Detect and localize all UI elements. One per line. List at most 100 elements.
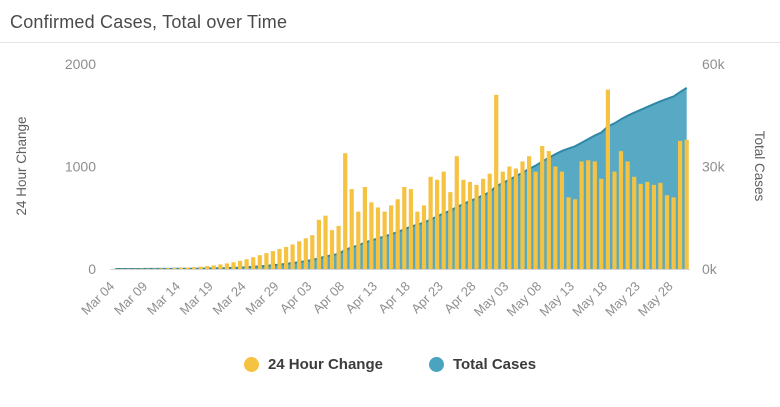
- bar-24-hour-change: [651, 184, 656, 269]
- bar-24-hour-change: [645, 181, 650, 269]
- bar-24-hour-change: [336, 225, 341, 269]
- bar-24-hour-change: [146, 268, 151, 270]
- bar-24-hour-change: [553, 166, 558, 269]
- bar-24-hour-change: [316, 219, 321, 269]
- legend-label-24-hour-change: 24 Hour Change: [267, 356, 383, 373]
- bar-24-hour-change: [349, 189, 354, 270]
- left-axis-tick-label: 2000: [65, 56, 96, 72]
- bar-24-hour-change: [159, 268, 164, 269]
- bar-24-hour-change: [612, 171, 617, 269]
- bar-24-hour-change: [507, 166, 512, 269]
- bar-24-hour-change: [303, 238, 308, 270]
- bar-24-hour-change: [599, 178, 604, 269]
- left-axis-title: 24 Hour Change: [14, 116, 29, 215]
- bar-24-hour-change: [467, 181, 473, 269]
- x-axis-tick-label: Mar 09: [111, 279, 150, 318]
- bar-24-hour-change: [421, 205, 427, 269]
- area-total-cases-line: [115, 86, 688, 270]
- bar-24-hour-change: [244, 259, 249, 269]
- bar-24-hour-change: [533, 171, 538, 269]
- legend-dot-total-cases-icon: [428, 357, 444, 372]
- bar-24-hour-change: [454, 156, 459, 269]
- bar-24-hour-change: [441, 171, 446, 269]
- bar-24-hour-change: [231, 262, 236, 269]
- chart-title: Confirmed Cases, Total over Time: [10, 12, 288, 32]
- bar-24-hour-change: [132, 268, 138, 270]
- bar-24-hour-change: [586, 160, 591, 269]
- bar-24-hour-change: [638, 183, 643, 269]
- bar-24-hour-change: [461, 179, 466, 269]
- bar-24-hour-change: [172, 268, 177, 269]
- x-axis-tick-label: Mar 29: [242, 279, 281, 318]
- bar-24-hour-change: [251, 257, 256, 269]
- x-axis-tick-label: Apr 18: [375, 279, 413, 317]
- left-axis-tick-label: 0: [88, 261, 96, 277]
- x-axis-tick-label: Mar 04: [78, 279, 117, 318]
- bar-24-hour-change: [448, 192, 453, 269]
- bar-24-hour-change: [238, 260, 243, 269]
- bar-24-hour-change: [579, 161, 584, 269]
- bar-24-hour-change: [513, 168, 518, 269]
- right-axis-tick-label: 30k: [702, 159, 726, 175]
- x-axis-tick-label: May 28: [635, 279, 676, 320]
- bar-24-hour-change: [270, 251, 275, 269]
- x-axis-tick-label: Mar 24: [210, 279, 249, 318]
- bar-24-hour-change: [435, 179, 440, 269]
- bar-24-hour-change: [218, 264, 223, 269]
- legend-item-total-cases[interactable]: Total Cases: [428, 356, 537, 373]
- x-axis-tick-label: Apr 23: [408, 279, 446, 317]
- bar-24-hour-change: [205, 266, 210, 269]
- legend-label-total-cases: Total Cases: [452, 356, 537, 373]
- bar-24-hour-change: [395, 199, 400, 269]
- bar-24-hour-change: [185, 267, 190, 269]
- bar-24-hour-change: [362, 187, 367, 269]
- x-axis-tick-label: May 08: [504, 279, 545, 320]
- bar-24-hour-change: [481, 178, 486, 269]
- x-axis-tick-label: May 18: [569, 279, 610, 320]
- bar-24-hour-change: [474, 184, 479, 269]
- legend-dot-24-hour-change-icon: [243, 357, 259, 372]
- bar-24-hour-change: [382, 211, 387, 269]
- bar-24-hour-change: [323, 215, 328, 269]
- bar-24-hour-change: [297, 241, 302, 269]
- bar-24-hour-change: [500, 171, 505, 269]
- bar-24-hour-change: [389, 205, 394, 269]
- right-axis-tick-label: 60k: [702, 56, 726, 72]
- bar-24-hour-change: [618, 151, 624, 269]
- bar-24-hour-change: [592, 161, 597, 269]
- x-axis-tick-label: Apr 08: [310, 279, 348, 317]
- bar-24-hour-change: [559, 171, 564, 269]
- x-axis-tick-label: Mar 14: [144, 279, 183, 318]
- bar-24-hour-change: [402, 187, 407, 269]
- bar-24-hour-change: [139, 268, 144, 270]
- bar-24-hour-change: [408, 189, 413, 270]
- bar-24-hour-change: [329, 230, 335, 270]
- bar-24-hour-change: [520, 161, 525, 269]
- bar-24-hour-change: [264, 253, 269, 269]
- bar-24-hour-change: [415, 211, 420, 269]
- legend-item-24-hour-change[interactable]: 24 Hour Change: [243, 356, 383, 373]
- bar-24-hour-change: [257, 255, 262, 269]
- bar-24-hour-change: [310, 235, 315, 269]
- bar-24-hour-change: [126, 268, 131, 270]
- bar-24-hour-change: [658, 182, 663, 269]
- chart-legend: 24 Hour Change Total Cases: [0, 356, 780, 373]
- title-divider: [0, 42, 780, 43]
- bar-24-hour-change: [494, 94, 499, 270]
- bar-24-hour-change: [540, 146, 545, 269]
- left-axis-tick-label: 1000: [65, 159, 96, 175]
- bar-24-hour-change: [487, 173, 492, 269]
- bar-24-hour-change: [546, 151, 551, 269]
- bar-24-hour-change: [632, 176, 637, 270]
- x-axis-tick-label: May 13: [536, 279, 577, 320]
- x-axis-tick-label: Apr 13: [342, 279, 380, 317]
- bar-24-hour-change: [671, 197, 676, 270]
- x-axis-tick-label: Apr 03: [277, 279, 315, 317]
- bar-24-hour-change: [277, 249, 282, 269]
- right-axis-title: Total Cases: [752, 131, 767, 202]
- bar-24-hour-change: [428, 176, 433, 270]
- x-axis-tick-label: Mar 19: [177, 279, 216, 318]
